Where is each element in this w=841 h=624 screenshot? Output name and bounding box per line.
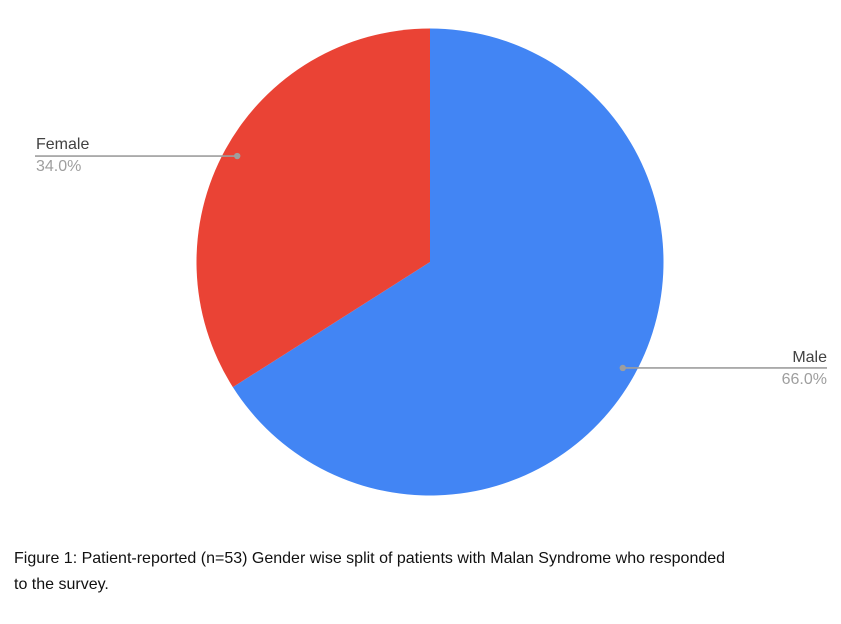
pie-chart-area: Female 34.0% Male 66.0% xyxy=(35,28,827,496)
callout-female: Female 34.0% xyxy=(36,137,89,175)
pie-slice-female xyxy=(196,28,430,388)
caption-line-2: to the survey. xyxy=(14,576,109,593)
pie-slice-male xyxy=(232,28,664,496)
callout-female-label: Female xyxy=(36,136,90,153)
caption-line-1: Figure 1: Patient-reported (n=53) Gender… xyxy=(14,550,726,567)
callout-male-percent: 66.0% xyxy=(781,371,827,388)
callout-male-label: Male xyxy=(792,349,827,366)
callout-male: Male 66.0% xyxy=(782,350,827,388)
leader-dot-male xyxy=(619,364,626,372)
pie-chart xyxy=(35,28,827,496)
figure-caption: Figure 1: Patient-reported (n=53) Gender… xyxy=(14,546,834,598)
callout-female-percent: 34.0% xyxy=(36,158,82,175)
leader-dot-female xyxy=(234,152,241,160)
